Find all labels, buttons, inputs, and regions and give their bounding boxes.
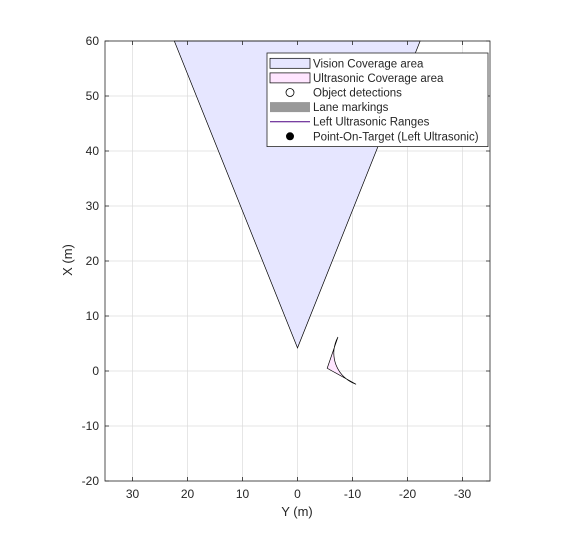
x-tick-label: 20 <box>181 487 195 501</box>
legend-entry: Lane markings <box>270 102 389 114</box>
legend-entry: Vision Coverage area <box>269 57 424 70</box>
x-tick-label: -20 <box>399 487 417 501</box>
legend-entry: Ultrasonic Coverage area <box>269 72 444 85</box>
y-ticks: -20 -10 0 10 20 30 40 50 60 <box>82 34 490 488</box>
x-tick-label: 10 <box>236 487 250 501</box>
y-tick-label: 0 <box>92 364 99 378</box>
legend: Vision Coverage area Ultrasonic Coverage … <box>266 52 489 147</box>
y-tick-label: 20 <box>86 254 100 268</box>
legend-marker <box>286 132 294 141</box>
y-tick-label: 50 <box>86 89 100 103</box>
y-tick-label: -10 <box>82 419 100 433</box>
x-tick-label: 0 <box>294 487 301 501</box>
ultrasonic-coverage-area <box>326 336 357 385</box>
legend-entry: Object detections <box>285 88 402 100</box>
x-tick-label: -10 <box>344 487 362 501</box>
y-tick-label: 30 <box>86 199 100 213</box>
legend-label: Object detections <box>313 88 402 100</box>
x-tick-label: 30 <box>126 487 140 501</box>
y-tick-label: 60 <box>86 34 100 48</box>
legend-swatch <box>270 102 310 113</box>
legend-marker <box>285 88 295 97</box>
legend-entry: Left Ultrasonic Ranges <box>270 117 430 129</box>
legend-entry: Point-On-Target (Left Ultrasonic) <box>286 131 479 143</box>
legend-swatch <box>269 72 311 84</box>
legend-label: Ultrasonic Coverage area <box>313 73 444 85</box>
x-axis-label: Y (m) <box>281 504 313 519</box>
y-tick-label: 40 <box>86 144 100 158</box>
legend-label: Point-On-Target (Left Ultrasonic) <box>313 131 479 143</box>
y-tick-label: 10 <box>86 309 100 323</box>
legend-label: Lane markings <box>313 102 389 114</box>
x-ticks: 30 20 10 0 -10 -20 -30 <box>126 41 472 501</box>
y-tick-label: -20 <box>82 474 100 488</box>
legend-label: Vision Coverage area <box>313 58 424 70</box>
x-tick-label: -30 <box>454 487 472 501</box>
legend-label: Left Ultrasonic Ranges <box>313 117 430 129</box>
legend-swatch <box>269 57 311 69</box>
y-axis-label: X (m) <box>60 244 75 276</box>
